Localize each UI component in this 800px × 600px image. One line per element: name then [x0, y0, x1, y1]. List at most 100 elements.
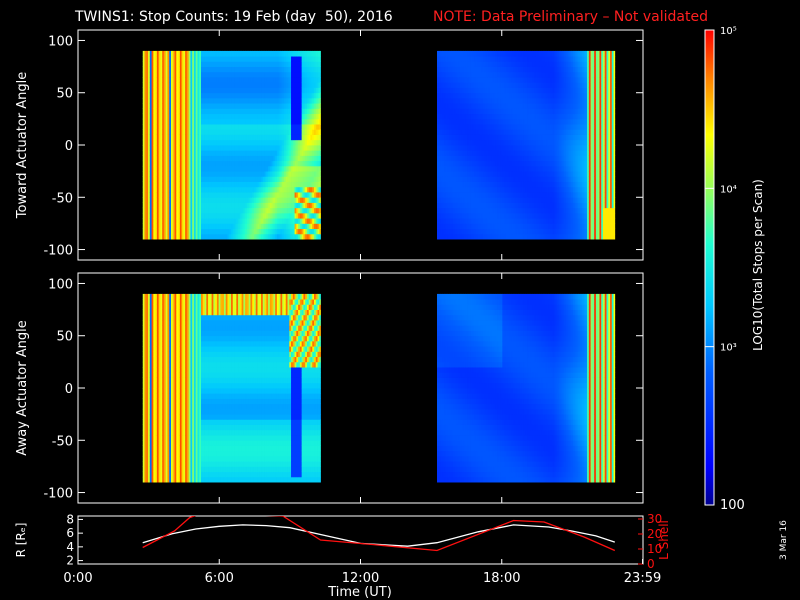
heatmap-cell — [236, 56, 239, 62]
heatmap-cell — [245, 218, 248, 224]
heatmap-cell — [208, 145, 211, 151]
heatmap-cell — [442, 207, 445, 214]
heatmap-cell — [257, 97, 260, 104]
heatmap-cell — [169, 103, 172, 109]
heatmap-cell — [209, 212, 212, 219]
heatmap-cell — [438, 97, 441, 104]
heatmap-cell — [314, 113, 317, 120]
heatmap-cell — [160, 176, 163, 182]
heatmap-cell — [280, 165, 283, 172]
heatmap-cell — [202, 66, 205, 73]
heatmap-cell — [246, 145, 250, 151]
heatmap-cell — [312, 218, 315, 224]
heatmap-cell — [291, 113, 294, 120]
heatmap-cell — [238, 165, 241, 172]
heatmap-cell — [447, 82, 450, 88]
heatmap-cell — [193, 202, 197, 209]
heatmap-cell — [445, 71, 449, 78]
heatmap-cell — [440, 56, 443, 62]
heatmap-cell — [452, 103, 456, 109]
heatmap-cell — [165, 118, 168, 125]
heatmap-cell — [216, 202, 220, 209]
heatmap-cell — [437, 71, 440, 78]
heatmap-cell — [215, 218, 218, 224]
heatmap-cell — [156, 176, 160, 182]
heatmap-cell — [273, 139, 276, 146]
heatmap-cell — [283, 150, 287, 156]
heatmap-cell — [243, 97, 246, 104]
heatmap-cell — [437, 212, 440, 219]
heatmap-cell — [454, 155, 457, 162]
heatmap-cell — [445, 186, 449, 193]
heatmap-cell — [245, 61, 248, 67]
heatmap-cell — [459, 66, 463, 73]
heatmap-cell — [301, 103, 304, 109]
heatmap-cell — [188, 202, 191, 209]
heatmap-cell — [262, 56, 265, 62]
heatmap-cell — [445, 181, 449, 188]
heatmap-cell — [220, 150, 223, 156]
heatmap-cell — [165, 56, 168, 62]
heatmap-cell — [197, 50, 200, 57]
heatmap-cell — [317, 103, 320, 109]
heatmap-cell — [142, 108, 145, 115]
heatmap-cell — [470, 150, 473, 156]
heatmap-cell — [454, 218, 457, 224]
heatmap-cell — [195, 212, 198, 219]
heatmap-cell — [211, 181, 214, 188]
heatmap-cell — [208, 139, 211, 146]
heatmap-cell — [209, 103, 212, 109]
heatmap-cell — [264, 165, 267, 172]
heatmap-cell — [248, 56, 251, 62]
heatmap-cell — [259, 160, 262, 167]
heatmap-cell — [458, 87, 461, 94]
heatmap-cell — [268, 228, 271, 235]
heatmap-cell — [259, 82, 262, 88]
heatmap-cell — [283, 165, 287, 172]
heatmap-cell — [222, 197, 225, 203]
heatmap-cell — [291, 103, 294, 109]
heatmap-cell — [264, 61, 267, 67]
heatmap-cell — [305, 87, 308, 94]
heatmap-cell — [227, 212, 230, 219]
heatmap-cell — [146, 160, 149, 167]
heatmap-cell — [305, 118, 308, 125]
heatmap-cell — [437, 192, 440, 198]
heatmap-cell — [283, 155, 287, 162]
heatmap-cell — [275, 103, 278, 109]
heatmap-cell — [246, 92, 250, 99]
heatmap-cell — [252, 233, 255, 240]
heatmap-cell — [179, 66, 182, 73]
heatmap-cell — [310, 212, 313, 219]
heatmap-cell — [259, 197, 262, 203]
heatmap-cell — [172, 150, 175, 156]
heatmap-cell — [201, 145, 204, 151]
heatmap-cell — [283, 223, 287, 230]
heatmap-cell — [162, 139, 165, 146]
heatmap-cell — [253, 197, 257, 203]
heatmap-cell — [276, 233, 280, 240]
heatmap-cell — [206, 228, 209, 235]
heatmap-cell — [438, 218, 441, 224]
heatmap-cell — [239, 139, 243, 146]
heatmap-cell — [315, 171, 318, 177]
heatmap-cell — [467, 233, 470, 240]
heatmap-cell — [276, 61, 280, 67]
heatmap-cell — [222, 103, 225, 109]
heatmap-cell — [465, 77, 468, 83]
heatmap-cell — [229, 186, 232, 193]
heatmap-cell — [170, 181, 174, 188]
heatmap-cell — [308, 103, 311, 109]
heatmap-cell — [257, 192, 260, 198]
heatmap-cell — [176, 207, 179, 214]
heatmap-cell — [202, 71, 205, 78]
heatmap-cell — [445, 124, 449, 130]
heatmap-cell — [162, 202, 165, 209]
heatmap-cell — [223, 113, 227, 120]
heatmap-cell — [266, 165, 269, 172]
heatmap-cell — [178, 129, 181, 135]
heatmap-cell — [144, 66, 147, 73]
heatmap-cell — [176, 124, 179, 130]
heatmap-cell — [245, 134, 248, 141]
heatmap-cell — [162, 223, 165, 230]
